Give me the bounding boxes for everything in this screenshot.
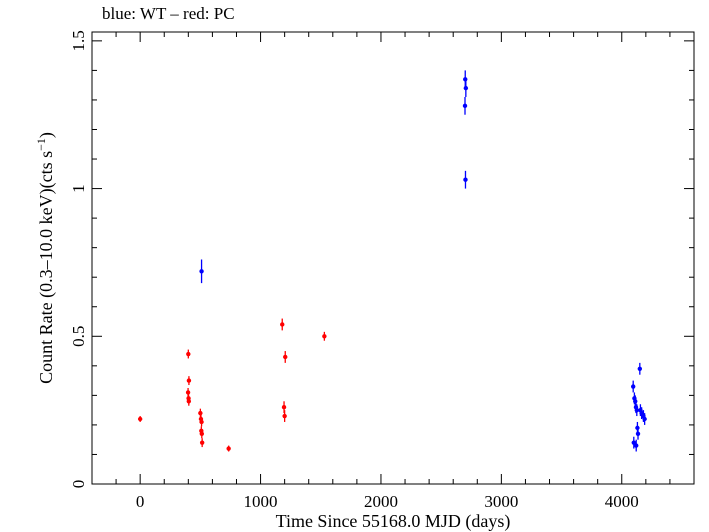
x-tick-label: 4000 — [605, 492, 639, 511]
data-point — [322, 334, 327, 339]
data-point — [137, 416, 143, 422]
data-point — [186, 399, 192, 404]
data-point — [634, 407, 640, 413]
chart-title: blue: WT – red: PC — [102, 4, 235, 23]
data-point — [199, 269, 204, 274]
y-tick-label: 0.5 — [69, 326, 88, 347]
data-point — [281, 404, 287, 410]
data-point — [186, 378, 192, 383]
data-point — [186, 351, 191, 357]
data-point — [634, 443, 639, 448]
data-point — [283, 354, 288, 360]
data-point — [463, 85, 469, 91]
y-axis-label-exponent: −1 — [34, 138, 48, 151]
data-points — [137, 70, 647, 452]
y-tick-label: 1 — [69, 184, 88, 193]
x-tick-label: 1000 — [244, 492, 278, 511]
y-axis-label: Count Rate (0.3–10.0 keV)(cts s−1) — [34, 132, 57, 384]
data-point — [199, 419, 204, 425]
data-point — [185, 390, 191, 395]
data-point — [199, 440, 205, 445]
data-point — [199, 431, 205, 436]
data-point — [280, 322, 285, 327]
data-point — [631, 440, 636, 445]
plot-frame — [91, 31, 695, 485]
data-point — [635, 431, 641, 436]
data-point — [463, 177, 468, 182]
data-point — [226, 446, 231, 451]
data-point — [198, 410, 203, 416]
data-point — [642, 416, 647, 422]
y-axis-label-main: Count Rate (0.3–10.0 keV)(cts s — [36, 151, 57, 384]
series-wt — [199, 70, 647, 452]
x-tick-label: 0 — [136, 492, 145, 511]
data-point — [637, 366, 643, 371]
tick-labels: 0 1000 2000 3000 4000 0 0.5 1 1.5 — [69, 30, 639, 511]
series-pc — [137, 318, 327, 452]
x-tick-label: 2000 — [364, 492, 398, 511]
x-axis-label: Time Since 55168.0 MJD (days) — [276, 511, 511, 532]
y-tick-label: 0 — [69, 480, 88, 489]
y-axis-label-close: ) — [36, 132, 57, 138]
data-point — [282, 413, 287, 419]
y-tick-label: 1.5 — [69, 30, 88, 51]
data-point — [633, 399, 638, 404]
axis-ticks — [91, 32, 695, 485]
data-point — [630, 384, 636, 389]
x-tick-label: 3000 — [484, 492, 518, 511]
data-point — [462, 103, 468, 109]
